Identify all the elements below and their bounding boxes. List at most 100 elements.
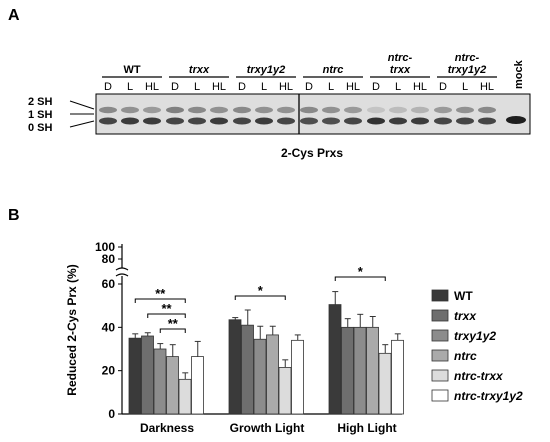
legend-label-ntrc: ntrc (454, 349, 477, 363)
legend-label-trxy1y2: trxy1y2 (454, 329, 496, 343)
blot-band-0sh (210, 117, 228, 125)
x-category-label: Growth Light (230, 421, 305, 435)
bar-WT-high-light (328, 304, 342, 415)
legend-label-trxx: trxx (454, 309, 477, 323)
band-label: 0 SH (28, 122, 53, 134)
bar-trxx-darkness (141, 335, 154, 415)
bar-WT-growth-light (228, 319, 242, 415)
lane-label: HL (413, 81, 427, 93)
lane-label: L (328, 81, 334, 93)
blot-band-1sh (456, 106, 474, 114)
blot-band-1sh (344, 106, 362, 114)
bar-trxy1y2-darkness (153, 348, 167, 415)
blot-band-0sh (456, 117, 474, 125)
blot-band-0sh (143, 117, 161, 125)
blot-band-0sh (300, 117, 318, 125)
blot-band-0sh (367, 117, 385, 125)
lane-label: L (261, 81, 267, 93)
blot-band-0sh (389, 117, 407, 125)
panel-a-letter: A (8, 7, 20, 24)
bar-ntrc-high-light (366, 326, 379, 415)
bar-trxy1y2-high-light (353, 326, 367, 415)
significance-marker: ** (155, 286, 166, 301)
blot-band-1sh (434, 106, 452, 114)
blot-band-mock (506, 116, 526, 124)
blot-band-1sh (277, 106, 295, 114)
bar-trxx-growth-light (241, 324, 254, 415)
group-label-WT: WT (123, 64, 140, 76)
blot-band-1sh (389, 106, 407, 114)
blot-band-1sh (143, 106, 161, 114)
blot-band-1sh (322, 106, 340, 114)
blot-band-0sh (233, 117, 251, 125)
blot-band-1sh (233, 106, 251, 114)
lane-label: HL (346, 81, 360, 93)
lane-label: HL (212, 81, 226, 93)
blot-band-1sh (99, 106, 117, 114)
significance-bracket (334, 276, 386, 281)
blot-band-0sh (344, 117, 362, 125)
blot-band-0sh (166, 117, 184, 125)
bar-ntrc-trxx-growth-light (278, 367, 292, 415)
group-label-trxx: trxx (189, 64, 210, 76)
blot-band-1sh (300, 106, 318, 114)
x-category-label: High Light (337, 421, 396, 435)
axis-break (115, 273, 129, 277)
bar-ntrc-trxy1y2-darkness (191, 356, 204, 415)
lane-label: D (171, 81, 179, 93)
lane-label: L (462, 81, 468, 93)
legend-label-ntrc-trxx: ntrc-trxx (454, 369, 504, 383)
legend-swatch-trxy1y2 (431, 329, 449, 342)
lane-label: HL (279, 81, 293, 93)
blot-band-0sh (121, 117, 139, 125)
lane-label: L (395, 81, 401, 93)
bar-ntrc-growth-light (266, 334, 279, 415)
bar-ntrc-trxx-high-light (378, 352, 392, 415)
blot-band-1sh (478, 106, 496, 114)
bar-trxx-high-light (341, 326, 354, 415)
significance-bracket (234, 295, 286, 300)
y-tick-label: 80 (102, 252, 116, 266)
y-tick-label: 20 (102, 364, 116, 378)
group-label-ntrc-trxy1y2: ntrc- (455, 52, 480, 64)
blot-band-0sh (277, 117, 295, 125)
lane-label: HL (480, 81, 494, 93)
y-axis-label: Reduced 2-Cys Prx (%) (65, 264, 79, 395)
bar-ntrc-darkness (166, 356, 179, 415)
y-tick-label: 100 (95, 240, 115, 254)
lane-label: D (372, 81, 380, 93)
blot-band-0sh (322, 117, 340, 125)
blot-band-0sh (188, 117, 206, 125)
bar-ntrc-trxx-darkness (178, 378, 192, 415)
lane-label: L (127, 81, 133, 93)
significance-marker: ** (161, 301, 172, 316)
blot-membrane (95, 93, 531, 135)
lane-label: HL (145, 81, 159, 93)
axis-break (115, 267, 129, 271)
bar-WT-darkness (128, 337, 142, 415)
y-tick-label: 60 (102, 277, 116, 291)
blot-band-1sh (121, 106, 139, 114)
lane-label: D (305, 81, 313, 93)
blot-band-0sh (434, 117, 452, 125)
blot-caption: 2-Cys Prxs (281, 146, 343, 160)
blot-band-1sh (367, 106, 385, 114)
lane-label: D (439, 81, 447, 93)
group-label-ntrc-trxx: trxx (390, 64, 411, 76)
blot-band-0sh (411, 117, 429, 125)
band-pointer (69, 120, 95, 128)
bar-ntrc-trxy1y2-high-light (391, 339, 404, 415)
legend-swatch-ntrc-trxx (431, 369, 449, 382)
legend-swatch-ntrc-trxy1y2 (431, 389, 449, 402)
lane-label: D (104, 81, 112, 93)
significance-marker: ** (168, 316, 179, 331)
legend-swatch-ntrc (431, 349, 449, 362)
legend-label-ntrc-trxy1y2: ntrc-trxy1y2 (454, 389, 523, 403)
y-tick-label: 0 (108, 407, 115, 421)
lane-label: L (194, 81, 200, 93)
blot-band-0sh (478, 117, 496, 125)
bar-ntrc-trxy1y2-growth-light (291, 339, 304, 415)
